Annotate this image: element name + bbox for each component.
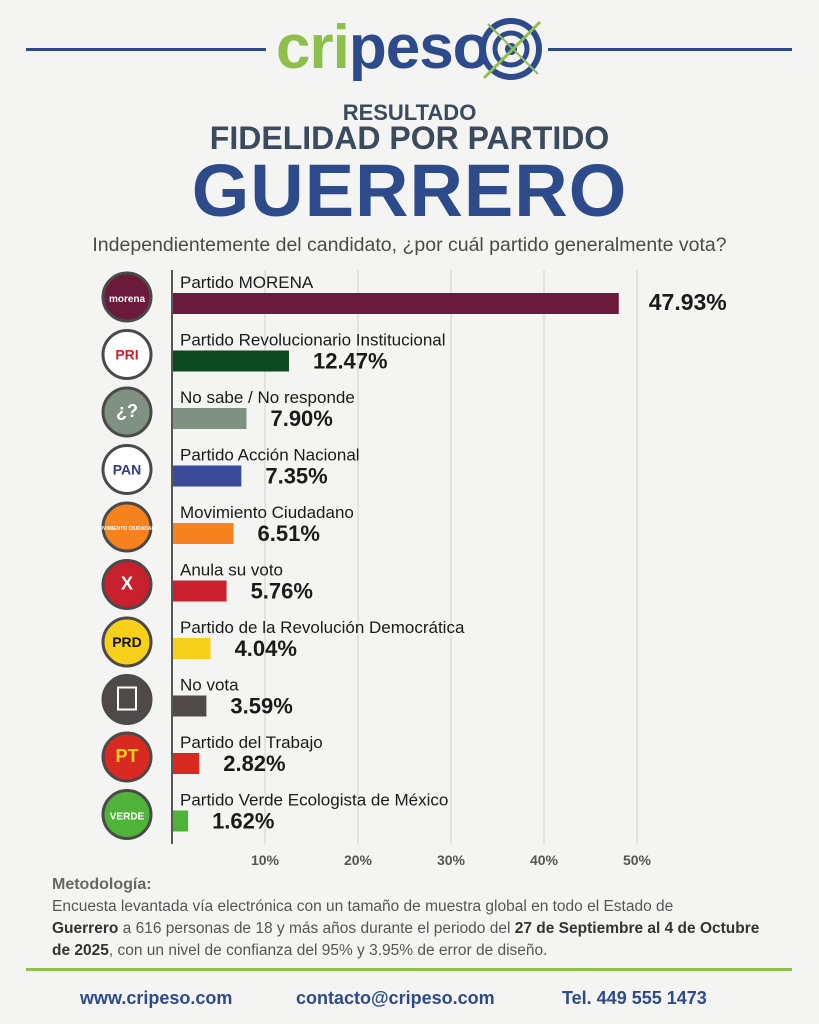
page-title: GUERRERO: [191, 149, 628, 232]
value-label: 3.59%: [230, 694, 292, 719]
verde-logo-icon: VERDE: [101, 789, 153, 840]
subtitle-resultado: RESULTADO: [342, 100, 477, 125]
cripeso-logo: cripeso: [276, 10, 546, 86]
bar: [173, 408, 247, 429]
svg-text:PT: PT: [115, 746, 138, 766]
bar-chart: 10% 20% 30% 40% 50% morena Partido MORENA 47.93…: [95, 270, 727, 868]
value-label: 2.82%: [223, 751, 285, 776]
svg-text:morena: morena: [109, 294, 146, 305]
svg-text:X: X: [121, 574, 133, 594]
header-rule-right: [548, 48, 792, 51]
ballot-box-icon: [101, 674, 153, 725]
svg-text:PAN: PAN: [113, 462, 142, 478]
survey-question: Independientemente del candidato, ¿por c…: [92, 234, 727, 256]
footer-phone: Tel. 449 555 1473: [562, 988, 707, 1008]
header-rule-left: [26, 48, 266, 51]
category-label: Anula su voto: [180, 561, 283, 580]
value-label: 6.51%: [258, 521, 320, 546]
movimiento-ciudadano-logo-icon: MOVIMIENTO CIUDADANO: [95, 501, 159, 553]
category-label: No sabe / No responde: [180, 388, 355, 407]
category-label: Partido de la Revolución Democrática: [180, 618, 465, 637]
x-tick-label: 30%: [437, 852, 466, 868]
x-tick-label: 50%: [623, 852, 652, 868]
bar: [173, 810, 189, 832]
target-icon: [480, 18, 542, 80]
svg-text:VERDE: VERDE: [110, 812, 145, 823]
methodology: Metodología: Encuesta levantada vía elec…: [52, 874, 772, 962]
category-label: Partido Acción Nacional: [180, 446, 360, 465]
bar: [173, 350, 289, 372]
bar: [173, 580, 227, 602]
annul-vote-icon: X: [101, 559, 153, 610]
pt-logo-icon: PT: [101, 731, 153, 783]
footer-email[interactable]: contacto@cripeso.com: [296, 988, 495, 1008]
svg-text:PRD: PRD: [112, 634, 142, 650]
category-label: Partido MORENA: [180, 273, 314, 292]
question-icon: ¿?: [101, 386, 153, 438]
bar: [173, 753, 200, 774]
value-label: 12.47%: [313, 349, 388, 374]
x-tick-label: 40%: [530, 852, 559, 868]
bar: [173, 695, 207, 717]
footer-rule: [26, 968, 792, 971]
category-label: No vota: [180, 676, 239, 695]
morena-logo-icon: morena: [101, 271, 153, 323]
methodology-heading: Metodología:: [52, 876, 152, 893]
bar: [173, 465, 242, 487]
bar: [173, 293, 619, 314]
category-label: Partido del Trabajo: [180, 733, 323, 752]
value-label: 5.76%: [251, 579, 313, 604]
pan-logo-icon: PAN: [101, 444, 153, 495]
x-tick-label: 10%: [251, 852, 280, 868]
subtitle-fidelidad: FIDELIDAD POR PARTIDO: [209, 120, 610, 156]
pri-logo-icon: PRI: [101, 329, 153, 380]
value-label: 7.35%: [265, 464, 327, 489]
svg-text:PRI: PRI: [115, 347, 138, 363]
bar: [173, 523, 234, 544]
value-label: 4.04%: [235, 636, 297, 661]
category-label: Partido Verde Ecologista de México: [180, 791, 448, 810]
svg-text:MOVIMIENTO CIUDADANO: MOVIMIENTO CIUDADANO: [95, 526, 159, 532]
value-label: 47.93%: [649, 289, 727, 315]
category-label: Partido Revolucionario Institucional: [180, 331, 446, 350]
svg-text:¿?: ¿?: [116, 401, 138, 421]
bar: [173, 638, 211, 659]
value-label: 1.62%: [212, 809, 274, 834]
prd-logo-icon: PRD: [101, 616, 153, 668]
footer-website[interactable]: www.cripeso.com: [80, 988, 233, 1008]
category-label: Movimiento Ciudadano: [180, 503, 354, 522]
methodology-text: Encuesta levantada vía electrónica con u…: [52, 898, 760, 959]
value-label: 7.90%: [270, 406, 332, 431]
x-tick-label: 20%: [344, 852, 373, 868]
